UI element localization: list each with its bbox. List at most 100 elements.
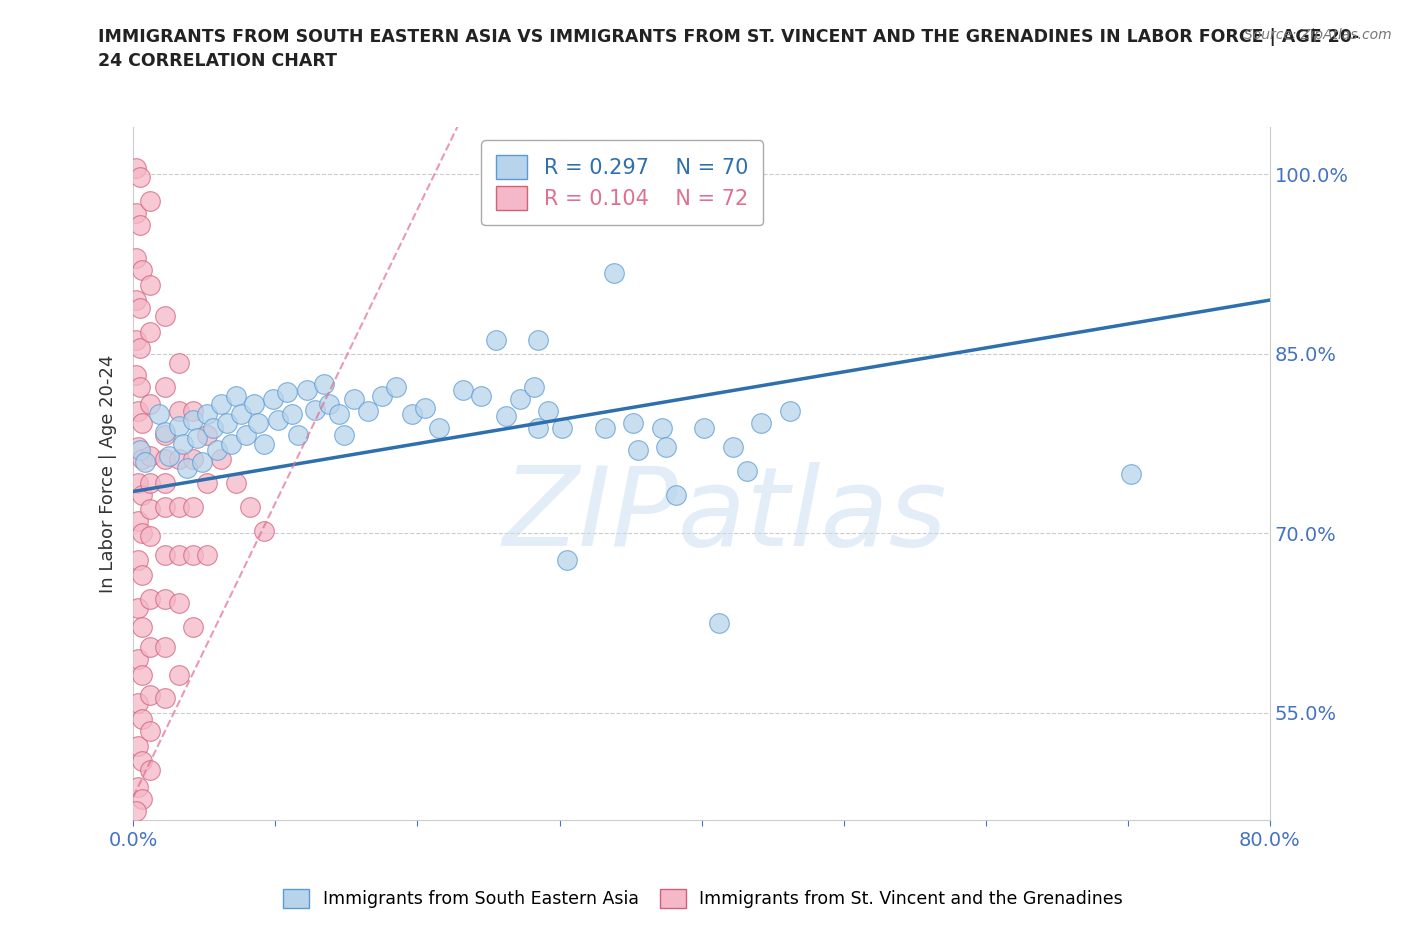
Point	[131, 711, 153, 726]
Point	[153, 452, 176, 467]
Point	[253, 524, 276, 538]
Point	[172, 436, 194, 451]
Point	[181, 404, 204, 418]
Point	[153, 640, 176, 655]
Point	[139, 763, 162, 777]
Point	[131, 667, 153, 682]
Point	[401, 406, 423, 421]
Point	[267, 412, 290, 427]
Point	[153, 548, 176, 563]
Point	[655, 440, 678, 455]
Point	[127, 475, 149, 490]
Point	[125, 332, 148, 347]
Point	[735, 464, 758, 479]
Point	[247, 416, 270, 431]
Point	[127, 600, 149, 615]
Point	[167, 548, 190, 563]
Point	[129, 340, 152, 355]
Point	[627, 442, 650, 457]
Point	[148, 406, 170, 421]
Point	[167, 499, 190, 514]
Point	[125, 206, 148, 220]
Point	[287, 428, 309, 443]
Point	[1119, 466, 1142, 481]
Point	[181, 499, 204, 514]
Point	[304, 403, 326, 418]
Point	[139, 502, 162, 517]
Point	[153, 475, 176, 490]
Point	[127, 514, 149, 529]
Point	[153, 308, 176, 323]
Point	[295, 382, 318, 397]
Point	[195, 406, 218, 421]
Point	[139, 193, 162, 208]
Point	[153, 499, 176, 514]
Point	[721, 440, 744, 455]
Point	[139, 277, 162, 292]
Point	[602, 265, 624, 280]
Legend: R = 0.297    N = 70, R = 0.104    N = 72: R = 0.297 N = 70, R = 0.104 N = 72	[481, 140, 763, 225]
Point	[153, 428, 176, 443]
Point	[537, 404, 560, 418]
Point	[281, 406, 304, 421]
Point	[127, 696, 149, 711]
Point	[131, 568, 153, 583]
Point	[231, 406, 253, 421]
Point	[167, 404, 190, 418]
Point	[312, 377, 335, 392]
Point	[749, 416, 772, 431]
Point	[125, 161, 148, 176]
Point	[131, 262, 153, 277]
Point	[551, 420, 574, 435]
Point	[153, 424, 176, 439]
Point	[276, 385, 298, 400]
Point	[129, 218, 152, 232]
Point	[127, 779, 149, 794]
Point	[127, 440, 149, 455]
Point	[181, 412, 204, 427]
Point	[470, 389, 492, 404]
Point	[167, 356, 190, 371]
Point	[139, 448, 162, 463]
Point	[509, 392, 531, 406]
Point	[167, 418, 190, 433]
Point	[195, 475, 218, 490]
Point	[134, 454, 156, 469]
Point	[707, 616, 730, 631]
Point	[125, 293, 148, 308]
Point	[527, 420, 550, 435]
Point	[139, 687, 162, 702]
Point	[253, 436, 276, 451]
Point	[139, 475, 162, 490]
Point	[139, 724, 162, 738]
Point	[371, 389, 394, 404]
Point	[495, 408, 517, 423]
Point	[779, 404, 801, 418]
Point	[167, 595, 190, 610]
Point	[167, 452, 190, 467]
Point	[243, 397, 266, 412]
Point	[127, 652, 149, 667]
Point	[665, 487, 688, 502]
Point	[262, 392, 284, 406]
Point	[139, 640, 162, 655]
Point	[623, 416, 645, 431]
Point	[217, 416, 239, 431]
Point	[413, 400, 436, 415]
Point	[131, 487, 153, 502]
Point	[129, 380, 152, 395]
Text: IMMIGRANTS FROM SOUTH EASTERN ASIA VS IMMIGRANTS FROM ST. VINCENT AND THE GRENAD: IMMIGRANTS FROM SOUTH EASTERN ASIA VS IM…	[98, 28, 1360, 70]
Point	[235, 428, 257, 443]
Point	[385, 380, 408, 395]
Text: ZIPatlas: ZIPatlas	[502, 461, 946, 568]
Point	[129, 301, 152, 316]
Point	[125, 251, 148, 266]
Point	[131, 791, 153, 806]
Point	[125, 368, 148, 383]
Point	[129, 169, 152, 184]
Point	[523, 380, 546, 395]
Point	[195, 548, 218, 563]
Point	[186, 431, 208, 445]
Point	[157, 448, 180, 463]
Point	[176, 460, 198, 475]
